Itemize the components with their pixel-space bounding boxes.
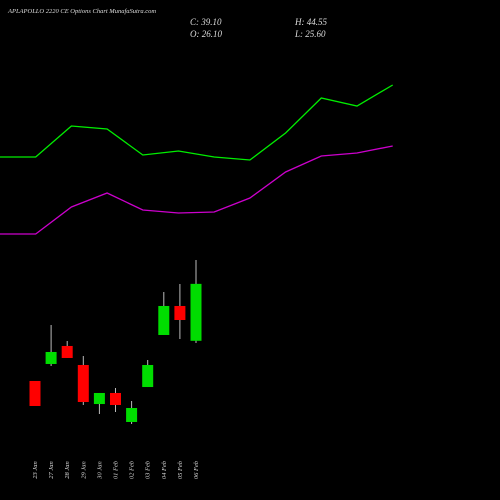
ohlc-label: L: 25.60 [294, 29, 326, 39]
candle-body [126, 408, 138, 422]
ohlc-label: C: 39.10 [190, 17, 222, 27]
chart-title: APLAPOLLO 2220 CE Options Chart MunafaSu… [7, 8, 156, 15]
x-tick-label: 28 Jan [64, 461, 71, 479]
candle-body [110, 392, 121, 405]
x-tick-label: 29 Jan [80, 461, 87, 479]
indicator-line [0, 84, 394, 161]
candle-body [45, 351, 57, 364]
x-tick-label: 02 Feb [129, 460, 136, 479]
candle-body [29, 380, 41, 406]
candle-body [61, 345, 73, 358]
x-tick-label: 01 Feb [113, 460, 120, 479]
indicator-line [0, 145, 393, 235]
x-tick-label: 27 Jan [48, 461, 55, 479]
candle-body [158, 305, 170, 335]
x-tick-label: 05 Feb [177, 460, 184, 479]
ohlc-label: O: 26.10 [190, 29, 222, 39]
candle-body [190, 283, 202, 341]
candle-body [142, 364, 154, 388]
x-tick-label: 04 Feb [161, 460, 168, 479]
candle-body [77, 364, 89, 403]
candle-body [93, 392, 105, 405]
x-tick-label: 06 Feb [193, 460, 200, 479]
x-tick-label: 23 Jan [32, 461, 39, 479]
x-tick-label: 30 Jan [96, 461, 103, 480]
candle-body [174, 305, 186, 321]
x-tick-label: 03 Feb [145, 460, 152, 479]
ohlc-label: H: 44.55 [294, 17, 327, 27]
